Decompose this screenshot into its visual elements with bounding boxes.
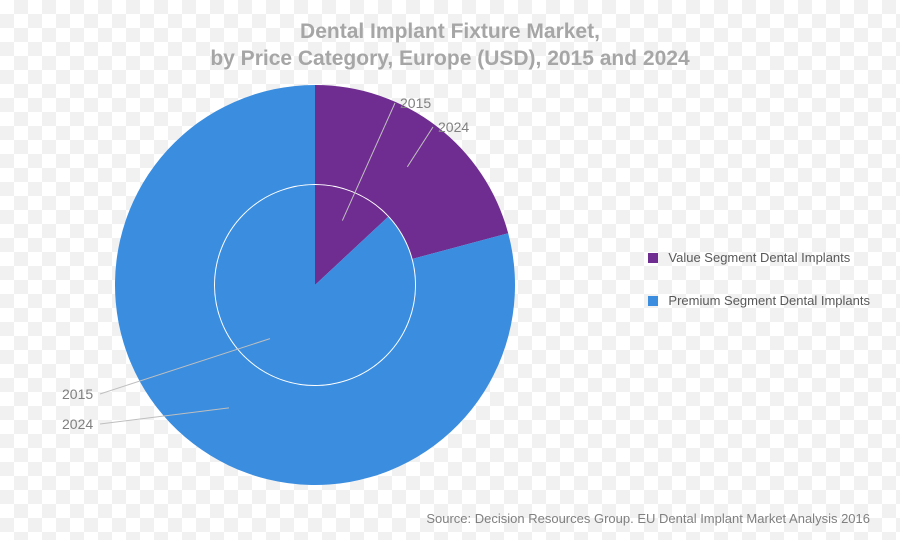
legend-item: Premium Segment Dental Implants — [648, 293, 870, 308]
label-outer-year-bottom: 2024 — [62, 416, 93, 432]
legend: Value Segment Dental Implants Premium Se… — [648, 250, 870, 336]
pie-svg — [115, 85, 515, 485]
label-inner-year-top: 2015 — [400, 95, 431, 111]
legend-item: Value Segment Dental Implants — [648, 250, 870, 265]
chart-title: Dental Implant Fixture Market, by Price … — [0, 18, 900, 73]
label-outer-year-top: 2024 — [438, 119, 469, 135]
title-line-1: Dental Implant Fixture Market, — [0, 18, 900, 45]
title-line-2: by Price Category, Europe (USD), 2015 an… — [0, 45, 900, 72]
legend-label: Premium Segment Dental Implants — [668, 293, 870, 308]
source-text: Source: Decision Resources Group. EU Den… — [426, 511, 870, 526]
nested-pie-chart — [115, 85, 515, 485]
legend-swatch — [648, 253, 658, 263]
legend-label: Value Segment Dental Implants — [668, 250, 850, 265]
legend-swatch — [648, 296, 658, 306]
label-inner-year-bottom: 2015 — [62, 386, 93, 402]
